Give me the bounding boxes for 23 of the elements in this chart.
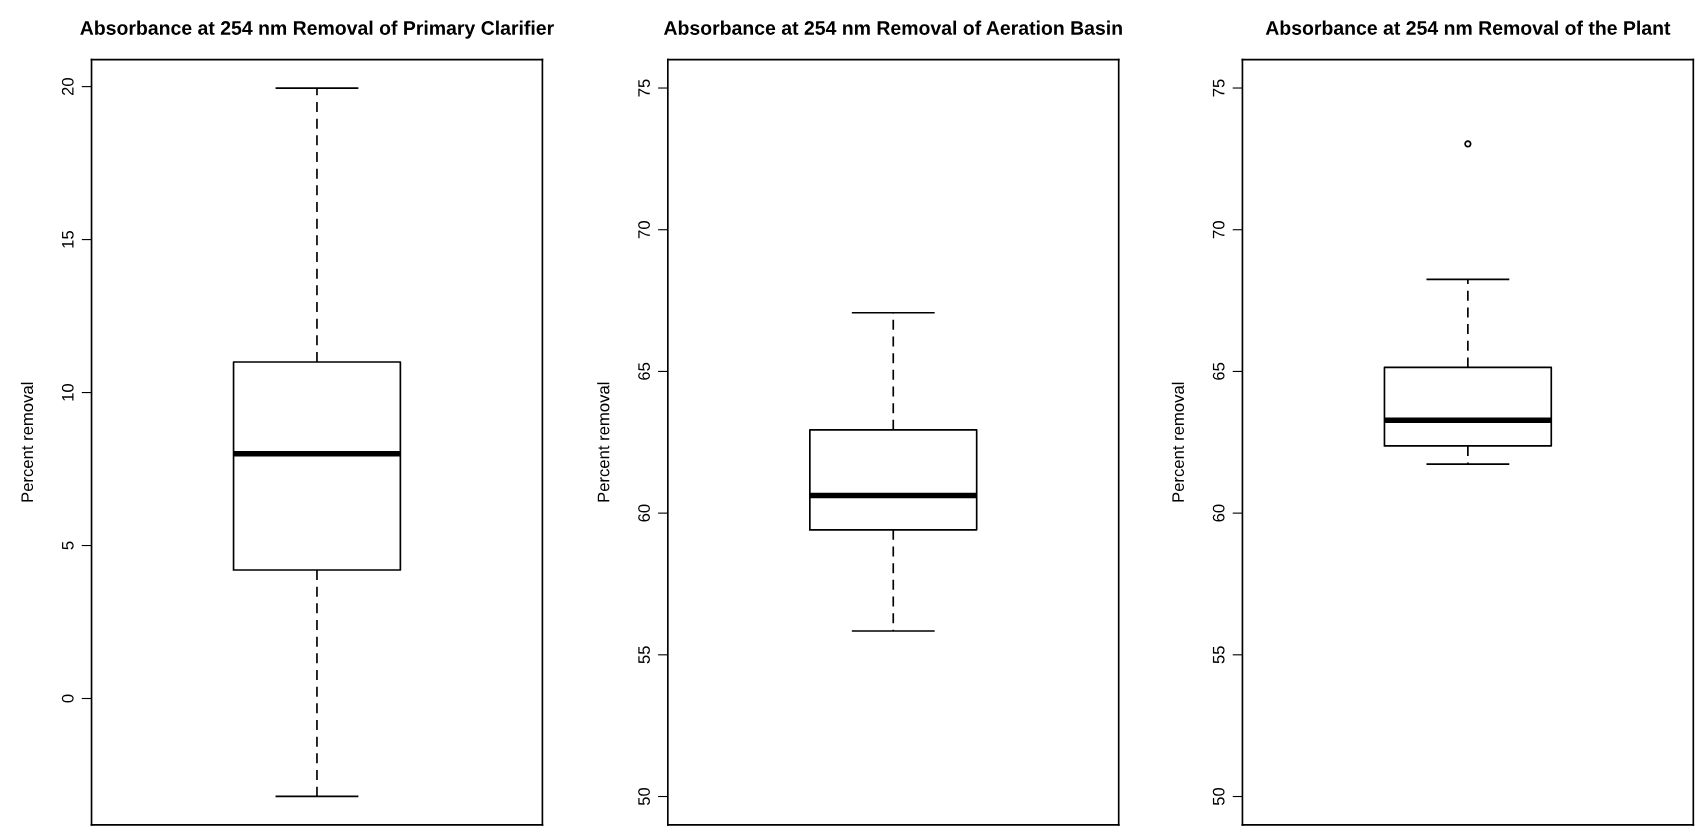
y-tick-label: 55 — [638, 646, 650, 664]
y-tick-label: 0 — [61, 694, 74, 703]
y-tick-label: 65 — [1212, 362, 1225, 380]
y-tick-label: 15 — [62, 231, 74, 248]
y-tick-label: 50 — [638, 787, 650, 806]
y-axis-title: Percent removal — [597, 382, 610, 502]
y-tick-label: 55 — [1212, 646, 1225, 664]
y-tick-label: 10 — [61, 383, 74, 401]
chart-title: Absorbance at 254 nm Removal of the Plant — [1265, 20, 1671, 35]
y-tick-label: 75 — [638, 79, 650, 97]
y-tick-label: 50 — [1212, 787, 1225, 806]
y-tick-label: 70 — [638, 221, 650, 239]
y-tick-label: 5 — [62, 541, 74, 550]
y-axis-title: Percent removal — [1171, 382, 1185, 502]
y-axis-title: Percent removal — [20, 382, 34, 502]
y-tick-label: 60 — [1212, 504, 1225, 522]
y-tick-label: 65 — [638, 362, 650, 380]
y-tick-label: 75 — [1212, 79, 1225, 97]
y-tick-label: 20 — [61, 77, 74, 96]
y-tick-label: 60 — [638, 504, 650, 522]
y-tick-label: 70 — [1212, 221, 1225, 239]
chart-title: Absorbance at 254 nm Removal of Primary Clarifier — [80, 20, 554, 39]
chart-title: Absorbance at 254 nm Removal of Aeration Basin — [663, 20, 1122, 35]
